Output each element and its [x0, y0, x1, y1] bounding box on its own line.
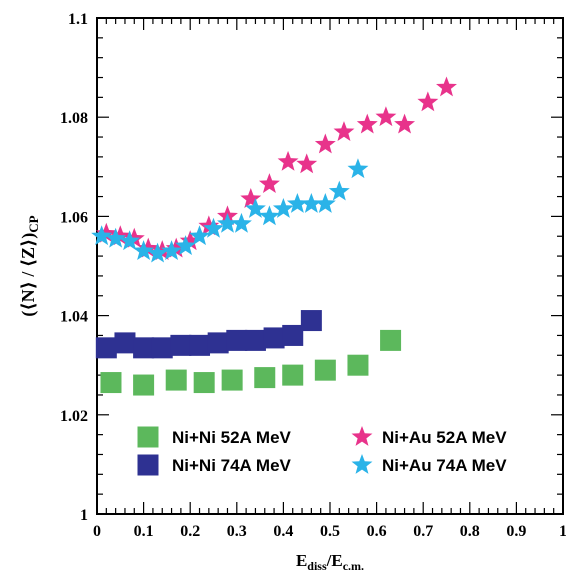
y-tick-label: 1.04: [60, 309, 88, 326]
x-tick-label: 0.5: [320, 523, 340, 540]
data-point-series-3: [314, 193, 336, 213]
data-point-series-3: [91, 225, 113, 246]
data-point-series-2: [356, 113, 378, 134]
data-point-series-3: [119, 230, 141, 251]
data-point-series-2: [436, 76, 457, 97]
data-point-series-1: [151, 337, 173, 359]
data-point-series-3: [328, 180, 350, 201]
y-tick-label: 1.06: [60, 209, 88, 226]
legend-marker-ni-au-74: [351, 454, 373, 474]
data-point-series-3: [203, 217, 224, 238]
data-point-series-2: [240, 188, 262, 208]
data-point-series-2: [333, 121, 355, 141]
data-point-series-1: [226, 329, 248, 351]
data-point-series-1: [244, 329, 266, 351]
y-tick-label: 1.08: [60, 110, 88, 127]
legend-marker-ni-ni-74: [137, 454, 159, 476]
data-point-series-2: [296, 153, 318, 174]
data-point-series-0: [193, 372, 215, 394]
data-point-series-1: [300, 310, 322, 332]
data-point-series-3: [105, 227, 127, 248]
data-point-series-1: [282, 324, 304, 346]
legend-label-ni-ni-52: Ni+Ni 52A MeV: [172, 428, 292, 447]
x-tick-label: 0.6: [367, 523, 387, 540]
x-tick-label: 0.1: [134, 523, 154, 540]
x-tick-label: 0.4: [273, 523, 293, 540]
data-point-series-3: [189, 225, 210, 246]
data-point-series-0: [314, 359, 336, 381]
legend-label-ni-ni-74: Ni+Ni 74A MeV: [172, 456, 292, 475]
axis-tick-labels: 0 0.1 0.2 0.3 0.4 0.5 0.6 0.7 0.8 0.9 1 1 1.02 1.04 1.…: [60, 11, 566, 540]
legend-marker-ni-ni-52: [137, 426, 159, 448]
data-point-series-2: [314, 133, 336, 154]
data-point-series-1: [95, 337, 117, 359]
data-point-series-3: [161, 240, 183, 261]
data-point-series-2: [417, 91, 439, 112]
data-point-series-2: [179, 230, 201, 251]
data-markers: [91, 76, 457, 396]
data-point-series-0: [254, 367, 276, 389]
data-point-series-1: [189, 334, 211, 356]
x-axis-title: Ediss/Ec.m.: [296, 551, 364, 573]
data-point-series-0: [347, 354, 369, 376]
legend-marker-ni-au-52: [351, 426, 373, 446]
y-tick-label: 1: [80, 507, 88, 524]
x-tick-label: 0.8: [460, 523, 480, 540]
data-point-series-3: [133, 240, 155, 261]
data-point-series-0: [282, 364, 304, 386]
data-point-series-1: [114, 332, 136, 354]
x-tick-label: 0.7: [413, 523, 433, 540]
data-point-series-3: [272, 197, 294, 218]
data-point-series-3: [175, 235, 196, 256]
legend-label-ni-au-52: Ni+Au 52A MeV: [382, 428, 507, 447]
data-point-series-0: [380, 329, 402, 351]
legend-label-ni-au-74: Ni+Au 74A MeV: [382, 456, 507, 475]
data-point-series-0: [100, 372, 122, 394]
data-point-series-2: [375, 106, 397, 127]
data-point-series-0: [221, 369, 243, 391]
data-point-series-3: [217, 212, 238, 233]
data-point-series-3: [258, 205, 280, 226]
y-axis-title: (⟨N⟩ / ⟨Z⟩)CP: [18, 215, 41, 316]
y-tick-label: 1.1: [68, 11, 88, 28]
data-point-series-1: [263, 327, 285, 349]
data-point-series-0: [165, 369, 187, 391]
x-tick-label: 0.9: [506, 523, 526, 540]
data-point-series-1: [170, 334, 192, 356]
data-point-series-3: [286, 193, 308, 213]
data-point-series-3: [244, 197, 266, 218]
data-point-series-2: [394, 113, 416, 134]
data-point-series-3: [147, 242, 169, 263]
data-point-series-1: [133, 337, 155, 359]
data-point-series-2: [258, 173, 280, 194]
data-point-series-3: [231, 212, 252, 233]
y-tick-label: 1.02: [60, 408, 88, 425]
data-point-series-3: [347, 158, 369, 179]
x-tick-label: 0.2: [180, 523, 200, 540]
data-point-series-2: [277, 150, 299, 171]
data-point-series-3: [300, 193, 322, 213]
legend: Ni+Ni 52A MeV Ni+Au 52A MeV Ni+Ni 74A Me…: [137, 426, 507, 476]
data-point-series-1: [207, 332, 229, 354]
x-tick-label: 1: [559, 523, 566, 540]
legend-markers: [137, 426, 373, 476]
data-point-series-0: [133, 374, 155, 396]
x-tick-label: 0: [93, 523, 101, 540]
x-tick-label: 0.3: [227, 523, 247, 540]
